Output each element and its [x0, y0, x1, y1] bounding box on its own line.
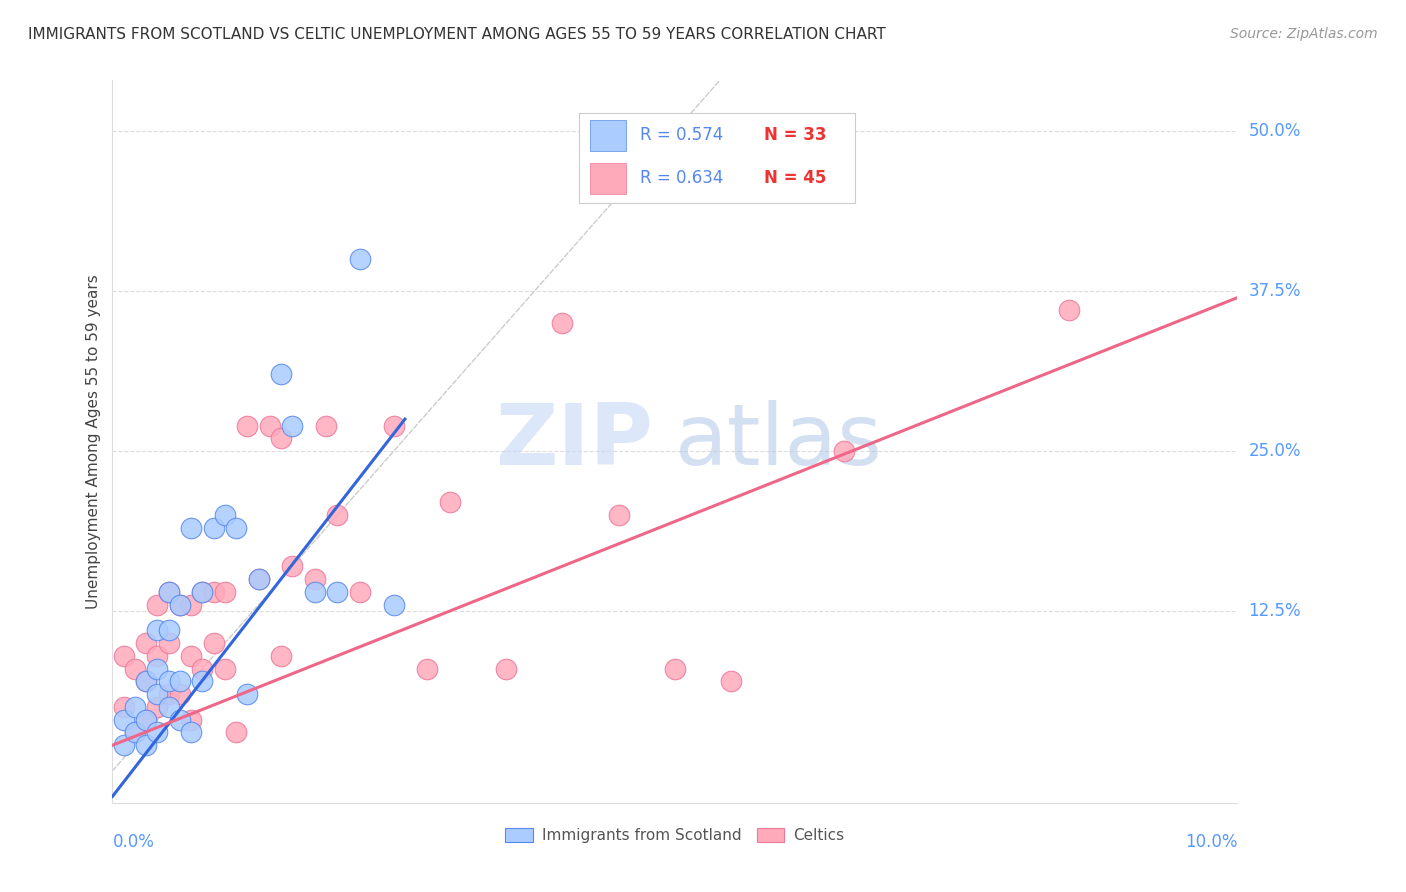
- Text: 37.5%: 37.5%: [1249, 282, 1301, 301]
- Point: [135, 674, 157, 689]
- Point: [146, 648, 169, 663]
- Point: [157, 623, 180, 637]
- Point: [202, 636, 225, 650]
- Point: [832, 444, 855, 458]
- Text: ZIP: ZIP: [495, 400, 652, 483]
- Point: [146, 725, 169, 739]
- Point: [124, 725, 146, 739]
- Point: [214, 661, 236, 675]
- Point: [157, 584, 180, 599]
- Point: [124, 699, 146, 714]
- Point: [326, 508, 349, 522]
- Point: [180, 725, 202, 739]
- Text: 25.0%: 25.0%: [1249, 442, 1301, 460]
- Point: [169, 674, 191, 689]
- Point: [281, 418, 304, 433]
- Point: [607, 508, 630, 522]
- Point: [180, 713, 202, 727]
- Point: [225, 725, 247, 739]
- Point: [112, 699, 135, 714]
- Point: [191, 584, 214, 599]
- Point: [1057, 303, 1080, 318]
- Point: [236, 687, 259, 701]
- Point: [304, 572, 326, 586]
- Point: [146, 598, 169, 612]
- Point: [720, 674, 742, 689]
- Text: 0.0%: 0.0%: [112, 833, 155, 851]
- Text: 50.0%: 50.0%: [1249, 122, 1301, 140]
- Point: [202, 584, 225, 599]
- Point: [169, 598, 191, 612]
- Point: [191, 674, 214, 689]
- Point: [270, 368, 292, 382]
- Point: [236, 418, 259, 433]
- Point: [304, 584, 326, 599]
- Text: 12.5%: 12.5%: [1249, 602, 1301, 620]
- Point: [495, 661, 517, 675]
- Point: [157, 584, 180, 599]
- Point: [382, 598, 405, 612]
- Point: [214, 508, 236, 522]
- Point: [247, 572, 270, 586]
- Point: [349, 584, 371, 599]
- Point: [157, 674, 180, 689]
- Point: [112, 713, 135, 727]
- Point: [270, 431, 292, 445]
- Point: [180, 521, 202, 535]
- Point: [169, 687, 191, 701]
- Point: [169, 598, 191, 612]
- Point: [124, 661, 146, 675]
- Point: [157, 699, 180, 714]
- Point: [124, 725, 146, 739]
- Point: [281, 559, 304, 574]
- Point: [135, 674, 157, 689]
- Point: [382, 418, 405, 433]
- Point: [551, 316, 574, 330]
- Point: [180, 648, 202, 663]
- Point: [315, 418, 337, 433]
- Point: [169, 713, 191, 727]
- Point: [202, 521, 225, 535]
- Point: [157, 636, 180, 650]
- Point: [439, 495, 461, 509]
- Point: [146, 661, 169, 675]
- Point: [326, 584, 349, 599]
- Y-axis label: Unemployment Among Ages 55 to 59 years: Unemployment Among Ages 55 to 59 years: [86, 274, 101, 609]
- Point: [180, 598, 202, 612]
- Point: [146, 687, 169, 701]
- Text: atlas: atlas: [675, 400, 883, 483]
- Point: [191, 584, 214, 599]
- Point: [349, 252, 371, 267]
- Point: [416, 661, 439, 675]
- Point: [146, 623, 169, 637]
- Legend: Immigrants from Scotland, Celtics: Immigrants from Scotland, Celtics: [499, 822, 851, 849]
- Point: [157, 687, 180, 701]
- Point: [112, 738, 135, 752]
- Point: [146, 699, 169, 714]
- Point: [135, 713, 157, 727]
- Point: [259, 418, 281, 433]
- Point: [664, 661, 686, 675]
- Text: 10.0%: 10.0%: [1185, 833, 1237, 851]
- Point: [191, 661, 214, 675]
- Point: [214, 584, 236, 599]
- Text: IMMIGRANTS FROM SCOTLAND VS CELTIC UNEMPLOYMENT AMONG AGES 55 TO 59 YEARS CORREL: IMMIGRANTS FROM SCOTLAND VS CELTIC UNEMP…: [28, 27, 886, 42]
- Point: [270, 648, 292, 663]
- Point: [112, 648, 135, 663]
- Point: [135, 738, 157, 752]
- Point: [225, 521, 247, 535]
- Point: [135, 713, 157, 727]
- Point: [135, 636, 157, 650]
- Point: [247, 572, 270, 586]
- Text: Source: ZipAtlas.com: Source: ZipAtlas.com: [1230, 27, 1378, 41]
